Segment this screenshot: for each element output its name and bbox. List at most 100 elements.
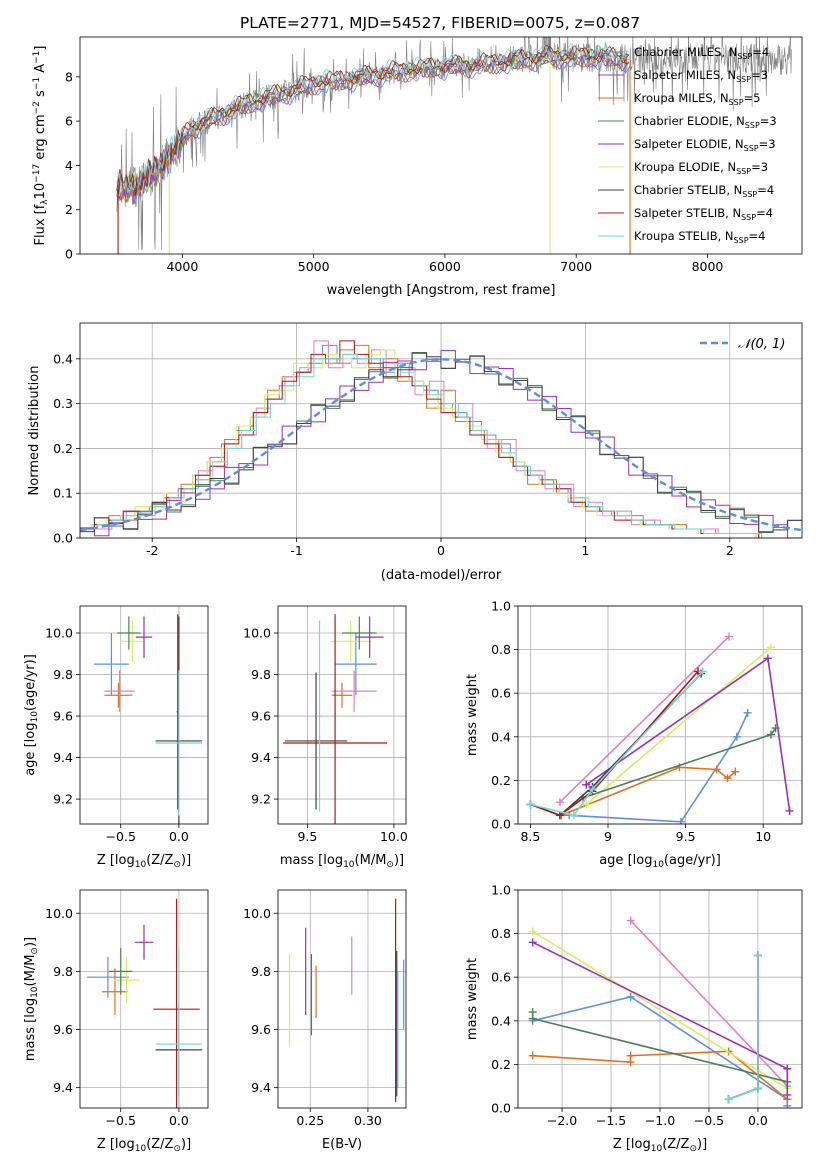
weight-marker [528,938,537,947]
x-tick-label: 9 [604,829,612,844]
histogram-kroupa_elodie [80,349,800,538]
x-tick-label: 6000 [429,259,461,274]
massweight_vs_age-plot-area [526,632,794,824]
x-tick-label: 10 [755,829,771,844]
y-tick-label: 0.1 [53,486,73,501]
weight-line-pink [630,919,788,1087]
spectrum-plot-area [116,37,792,254]
weight-marker [743,708,752,717]
x-tick-label: 0.30 [354,1113,382,1128]
y-axis-label: mass [log10(M/M⊙)] [23,937,40,1061]
x-tick-label: 0.25 [296,1113,324,1128]
legend-label: Salpeter MILES, NSSP=3 [634,68,768,84]
y-tick-label: 1.0 [491,883,511,898]
y-tick-label: 9.4 [53,750,73,765]
normal-reference-curve [80,358,802,532]
weight-line-chabrier_elodie [582,727,777,799]
x-tick-label: −0.5 [694,1113,724,1128]
y-tick-label: 9.6 [251,709,271,724]
y-tick-label: 0.4 [53,351,73,366]
axes-mass_vs_ebv: 0.25 0.30 9.4 9.6 9.8 10.0 [243,890,406,1128]
y-tick-label: 0.2 [491,1057,511,1072]
age_vs_mass-plot-area [283,614,387,824]
legend-label: Salpeter STELIB, NSSP=4 [634,206,773,222]
y-tick-label: 2 [65,202,73,217]
y-tick-label: 8 [65,69,73,84]
y-tick-label: 10.0 [243,625,271,640]
weight-marker [528,927,537,936]
x-tick-label: −1.0 [645,1113,675,1128]
massweight_vs_age-frame [517,605,803,825]
model-line-kroupa_stelib [116,43,629,194]
y-tick-label: 0.8 [491,926,511,941]
axes-massweight_vs_Z: −2.0 −1.5 −1.0 −0.5 0.0 0.0 0.2 0.4 0.6 0.8 1.0 [491,883,802,1128]
y-tick-label: 9.8 [251,964,271,979]
y-axis-label: mass weight [465,674,480,756]
weight-marker [569,811,578,820]
x-tick-label: 8.5 [520,829,540,844]
residuals-plot-area [80,340,802,538]
x-tick-label: 9.5 [676,829,696,844]
x-tick-label: −0.5 [106,829,136,844]
y-tick-label: 6 [65,114,73,129]
y-tick-label: 9.6 [53,1022,73,1037]
age_vs_Z-frame [79,605,209,825]
weight-marker [724,1095,733,1104]
x-tick-label: 1 [581,543,589,558]
y-tick-label: 0.4 [491,1013,511,1028]
y-tick-label: 0.0 [491,1101,511,1116]
weight-marker [528,1014,537,1023]
histogram-chabrier_stelib [80,352,802,533]
figure-title: PLATE=2771, MJD=54527, FIBERID=0075, z=0… [240,14,640,32]
y-tick-label: 0.0 [491,817,511,832]
x-tick-label: −2.0 [547,1113,577,1128]
weight-marker [676,817,685,824]
weight-line-salpeter_stelib [530,670,699,817]
y-tick-label: 10.0 [45,906,73,921]
weight-marker [731,767,740,776]
legend-label: Kroupa ELODIE, NSSP=3 [634,160,768,176]
y-tick-label: 10.0 [243,906,271,921]
weight-line-kroupa_stelib [530,670,704,817]
weight-marker [725,632,734,641]
weight-marker [555,798,564,807]
weight-marker [766,730,775,739]
y-tick-label: 9.8 [251,667,271,682]
x-axis-label: age [log10(age/yr)] [599,853,721,870]
x-axis-label: E(B-V) [322,1137,362,1152]
weight-marker [626,916,635,925]
weight-marker [528,1051,537,1060]
legend-label: Kroupa STELIB, NSSP=4 [634,229,765,245]
y-tick-label: 1.0 [491,599,511,614]
weight-marker [753,951,762,960]
weight-line-salpeter_elodie [585,656,791,812]
x-tick-label: -2 [146,543,158,558]
age_vs_Z-plot-area [93,614,203,824]
legend-label: 𝒩(0, 1) [738,337,785,352]
x-tick-label: 5000 [298,259,330,274]
x-tick-label: -1 [290,543,302,558]
axes-age_vs_Z: −0.5 0.0 9.2 9.4 9.6 9.8 10.0 [45,606,208,844]
x-tick-label: 0.0 [169,829,189,844]
model-line-salpeter_elodie [116,48,630,200]
model-line-salpeter_stelib [116,44,630,197]
mass_vs_ebv-plot-area [288,898,405,1103]
y-tick-label: 9.6 [53,709,73,724]
weight-marker [732,732,741,741]
weight-marker [712,765,721,774]
x-axis-label: Z [log10(Z/Z⊙)] [613,1137,707,1154]
mass_vs_Z-frame [79,889,209,1109]
x-tick-label: 0 [437,543,445,558]
spectrum-data-line [116,37,792,250]
x-tick-label: 4000 [166,259,198,274]
weight-marker [698,667,707,676]
x-tick-label: −0.5 [106,1113,136,1128]
legend-label: Salpeter ELODIE, NSSP=3 [634,137,776,153]
weight-marker [753,1084,762,1093]
histogram-salpeter_elodie [80,350,802,538]
x-tick-label: 10.0 [380,829,408,844]
weight-marker [763,654,772,663]
y-tick-label: 9.2 [251,792,271,807]
weight-line-chabrier_miles [569,712,749,823]
y-tick-label: 9.4 [53,1080,73,1095]
